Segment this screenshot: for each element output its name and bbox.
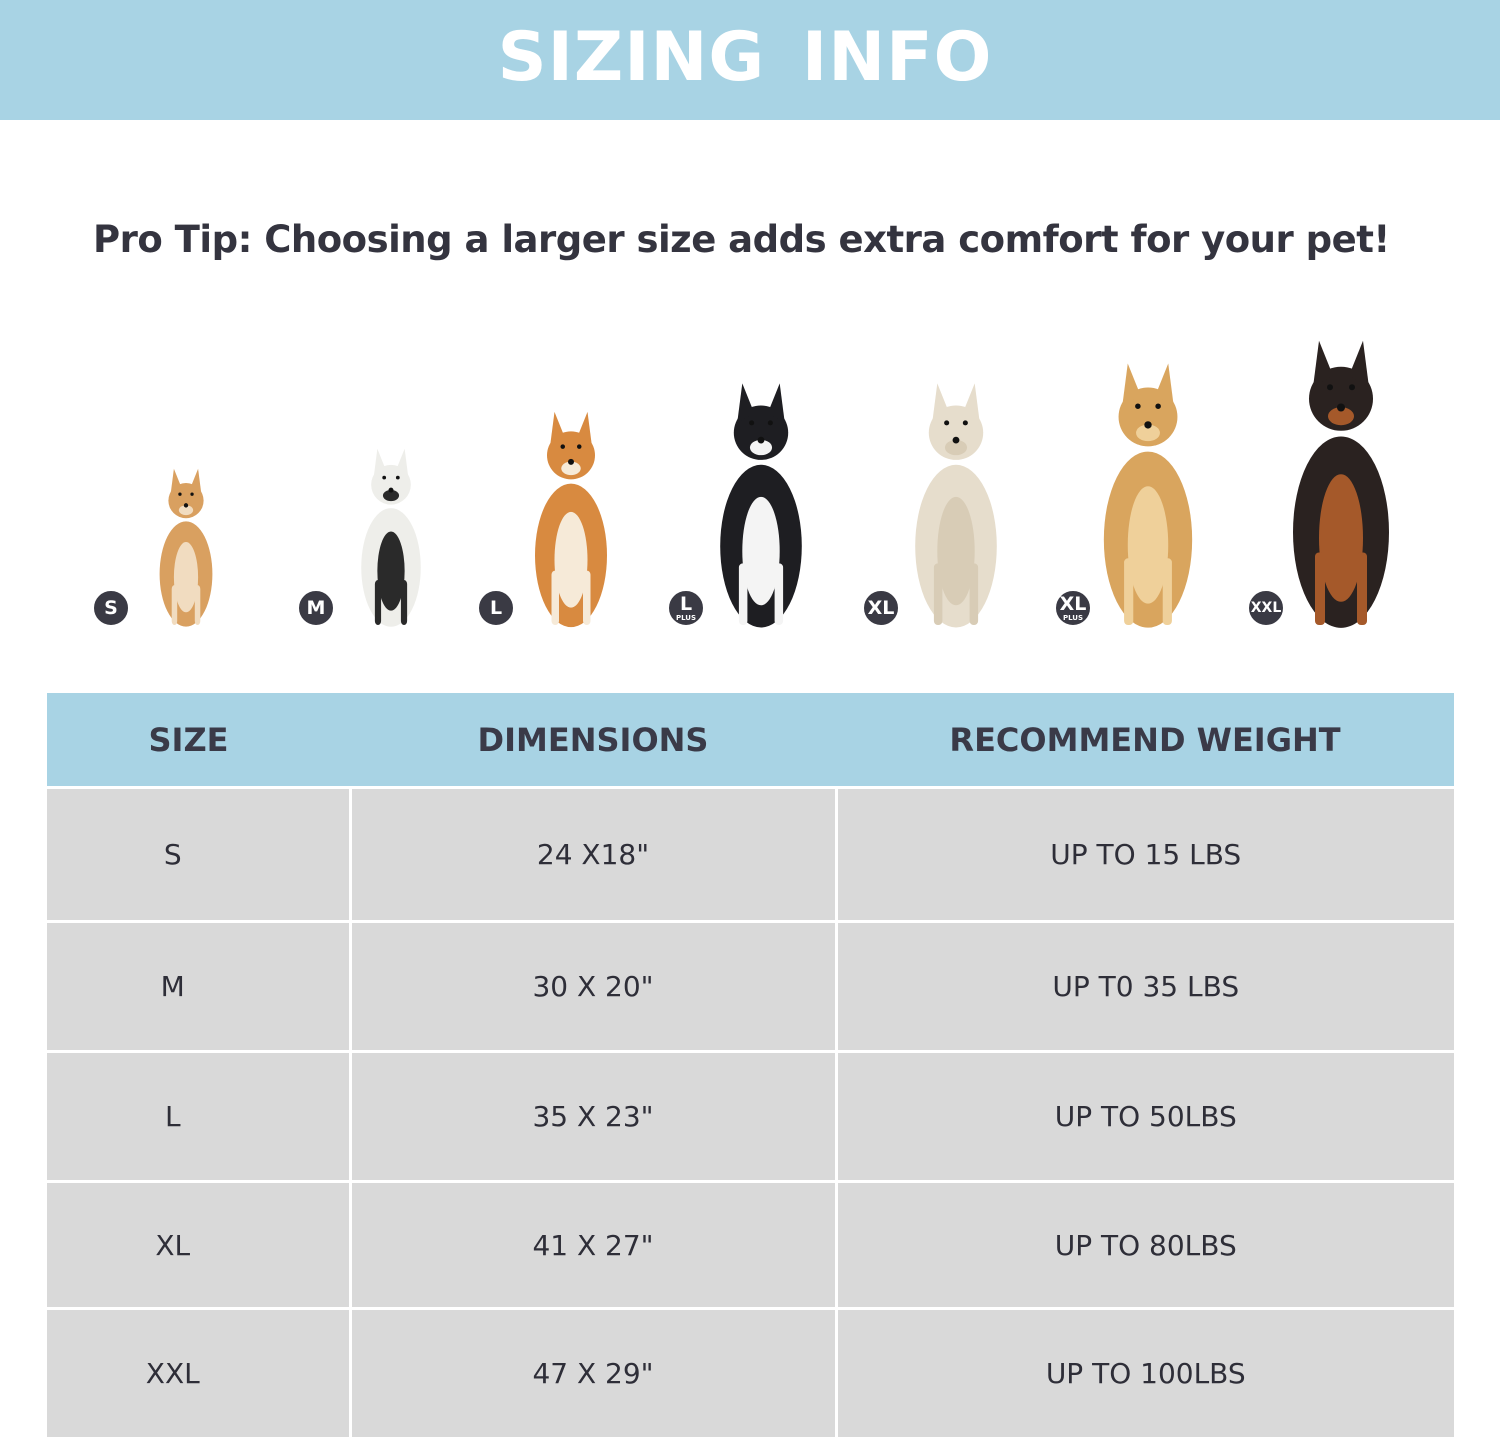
size-badge: S (92, 589, 130, 627)
cell-dimensions: 35 X 23" (348, 1050, 838, 1183)
header-dimensions: DIMENSIONS (350, 693, 836, 788)
header-size: SIZE (47, 693, 350, 788)
table-row: XL 41 X 27" UP TO 80LBS (47, 1180, 1454, 1310)
table-row: M 30 X 20" UP T0 35 LBS (47, 920, 1454, 1053)
badge-label: XL (867, 596, 895, 619)
size-badge: XL PLUS (1054, 589, 1092, 627)
cell-weight: UP TO 15 LBS (834, 786, 1454, 923)
cell-size: S (47, 786, 352, 923)
table-header-row: SIZE DIMENSIONS RECOMMEND WEIGHT (47, 693, 1454, 788)
cell-weight: UP TO 80LBS (834, 1180, 1454, 1310)
cell-weight: UP TO 50LBS (834, 1050, 1454, 1183)
dog-image (915, 383, 997, 628)
cell-size: M (47, 920, 352, 1053)
size-badge: L PLUS (667, 589, 705, 627)
cell-dimensions: 47 X 29" (348, 1307, 838, 1440)
cell-weight: UP T0 35 LBS (834, 920, 1454, 1053)
dog-size-lineup: S M L L PLUS XL XL PLUS XXL (0, 330, 1500, 640)
size-badge: XL (862, 589, 900, 627)
header-weight: RECOMMEND WEIGHT (836, 693, 1454, 788)
badge-plus-label: PLUS (1062, 613, 1084, 622)
badge-label: L (489, 596, 503, 619)
badge-label: XL (1059, 592, 1087, 615)
size-badge: M (297, 589, 335, 627)
cell-dimensions: 24 X18" (348, 786, 838, 923)
title-banner: SIZING INFO (0, 0, 1500, 120)
table-row: S 24 X18" UP TO 15 LBS (47, 786, 1454, 923)
cell-size: L (47, 1050, 352, 1183)
table-row: L 35 X 23" UP TO 50LBS (47, 1050, 1454, 1183)
pro-tip: Pro Tip: Choosing a larger size adds ext… (93, 218, 1390, 261)
badge-label: S (104, 596, 118, 619)
page-title: SIZING INFO (497, 18, 993, 97)
cell-weight: UP TO 100LBS (834, 1307, 1454, 1440)
dog-image (720, 383, 802, 628)
table-row: XXL 47 X 29" UP TO 100LBS (47, 1307, 1454, 1440)
badge-label: M (306, 596, 326, 619)
dog-image (159, 468, 213, 627)
cell-size: XL (47, 1180, 352, 1310)
sizing-table: SIZE DIMENSIONS RECOMMEND WEIGHT S 24 X18… (47, 693, 1454, 1440)
badge-label: XXL (1250, 600, 1282, 616)
dog-image (1293, 340, 1389, 628)
size-badge: L (477, 589, 515, 627)
dog-image (1103, 363, 1193, 628)
size-badge: XXL (1247, 589, 1285, 627)
badge-plus-label: PLUS (675, 613, 697, 622)
cell-dimensions: 30 X 20" (348, 920, 838, 1053)
dog-image (535, 411, 607, 628)
dog-image (361, 448, 421, 627)
cell-size: XXL (47, 1307, 352, 1440)
cell-dimensions: 41 X 27" (348, 1180, 838, 1310)
badge-label: L (679, 592, 693, 615)
